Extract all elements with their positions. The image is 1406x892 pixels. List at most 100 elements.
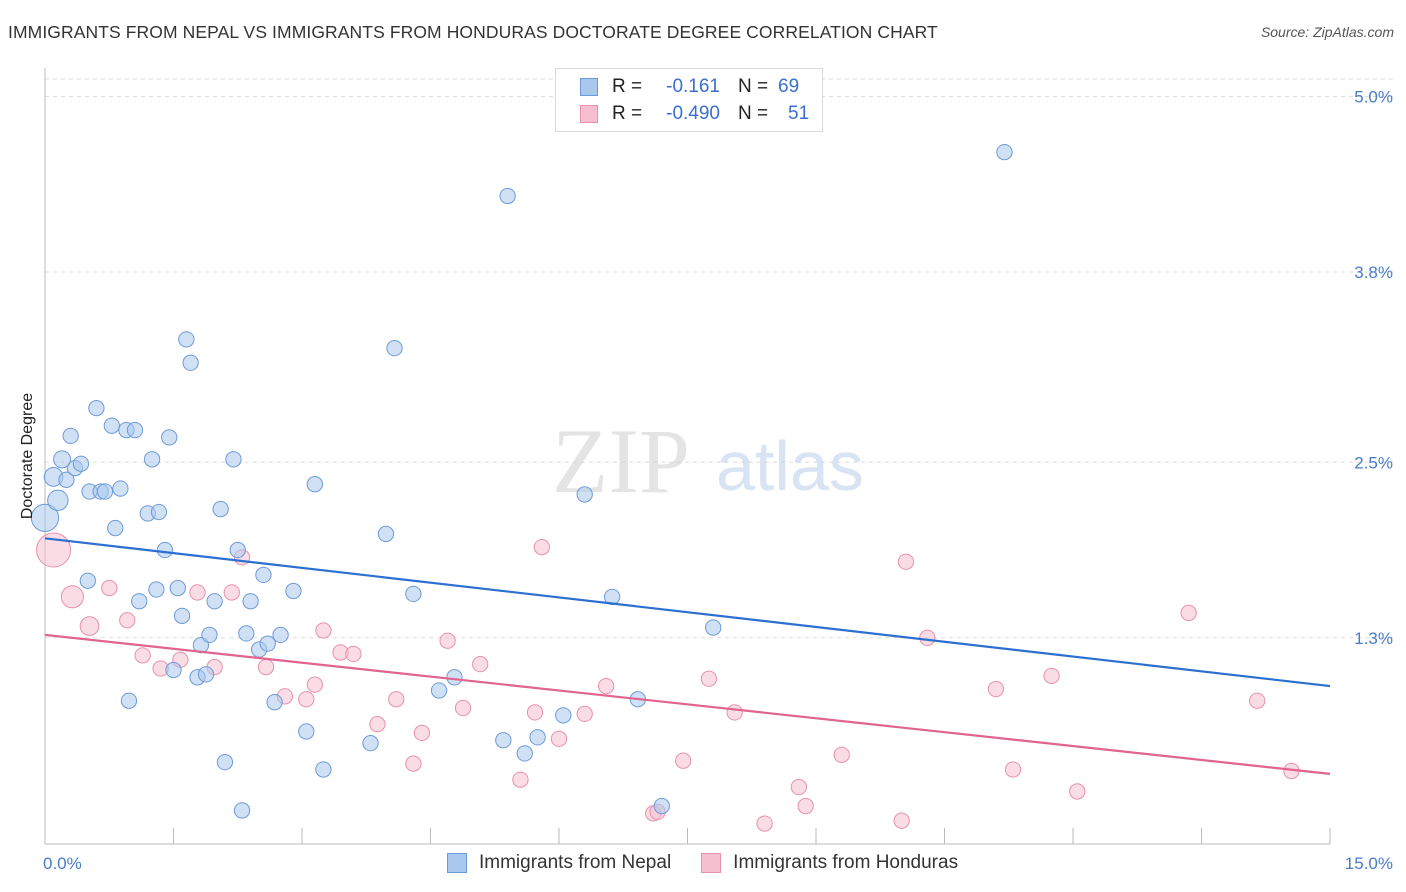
point-nepal (53, 450, 72, 469)
point-nepal (233, 802, 251, 819)
point-honduras (987, 680, 1005, 698)
point-nepal (242, 593, 259, 610)
point-nepal (72, 455, 90, 472)
legend-n-value-honduras: 51 (788, 103, 810, 124)
point-nepal (58, 471, 75, 488)
trend-lines (44, 537, 1331, 775)
y-tick-label: 3.8% (1354, 263, 1393, 282)
point-nepal (107, 519, 124, 537)
point-honduras (388, 691, 405, 708)
y-tick-label: 5.0% (1354, 88, 1393, 107)
point-honduras (833, 746, 850, 763)
legend-r-value-honduras: -0.490 (666, 103, 720, 124)
point-nepal (386, 339, 403, 357)
point-nepal (306, 476, 324, 493)
point-honduras (893, 812, 910, 829)
point-nepal (112, 480, 129, 497)
point-honduras (413, 724, 431, 742)
chart-title: IMMIGRANTS FROM NEPAL VS IMMIGRANTS FROM… (8, 22, 938, 42)
point-nepal (150, 503, 168, 521)
point-nepal (161, 429, 178, 446)
series-legend: Immigrants from Nepal Immigrants from Ho… (447, 852, 988, 874)
point-nepal (405, 585, 422, 603)
point-nepal (298, 723, 315, 740)
point-nepal (576, 486, 593, 503)
point-nepal (285, 582, 302, 600)
point-nepal (238, 625, 255, 642)
point-nepal (79, 572, 96, 589)
legend-swatch-honduras (580, 105, 598, 123)
point-nepal (705, 619, 722, 636)
point-nepal (88, 399, 105, 417)
point-nepal (30, 503, 60, 532)
source-label: Source: ZipAtlas.com (1260, 24, 1394, 40)
point-nepal (229, 541, 246, 559)
point-honduras (675, 752, 692, 769)
point-honduras (797, 797, 814, 815)
point-nepal (430, 682, 448, 699)
point-nepal (362, 734, 379, 752)
legend-swatch-nepal (447, 853, 467, 873)
trendline-honduras (44, 633, 1331, 775)
point-honduras (306, 676, 324, 693)
tick-labels: 1.3% 2.5% 3.8% 5.0% 0.0% 15.0% (43, 88, 1393, 874)
point-nepal (178, 331, 195, 348)
legend-row-nepal: R = -0.161 N = 69 (580, 74, 799, 100)
x-tick-label: 0.0% (43, 854, 82, 873)
point-honduras (60, 585, 84, 609)
stats-legend: R = -0.161 N = 69 R = -0.490 N = 51 (555, 68, 823, 132)
point-honduras (189, 584, 206, 601)
point-nepal (120, 692, 138, 709)
point-honduras (454, 699, 472, 717)
x-tick-label: 15.0% (1345, 854, 1393, 873)
point-nepal (446, 669, 463, 686)
point-honduras (897, 553, 915, 570)
point-nepal (201, 626, 218, 644)
point-nepal (555, 707, 572, 724)
legend-n-label: N = (738, 103, 769, 124)
point-nepal (259, 635, 276, 652)
point-honduras (1004, 761, 1022, 778)
point-honduras (439, 632, 456, 649)
point-nepal (377, 525, 395, 543)
point-nepal (197, 666, 215, 683)
point-nepal (516, 745, 533, 762)
point-honduras (1069, 783, 1086, 800)
point-nepal (499, 187, 516, 205)
point-nepal (103, 417, 120, 434)
point-nepal (272, 626, 289, 644)
point-honduras (1180, 604, 1197, 622)
point-honduras (576, 705, 593, 723)
point-honduras (550, 730, 568, 747)
point-nepal (96, 483, 114, 500)
point-honduras (345, 645, 362, 663)
point-nepal (143, 451, 161, 468)
legend-item-honduras[interactable]: Immigrants from Honduras (701, 852, 958, 874)
point-honduras (790, 778, 808, 796)
legend-r-label: R = (612, 76, 643, 97)
point-honduras (369, 715, 386, 733)
watermark-zip: ZIP (552, 410, 690, 512)
point-honduras (512, 771, 529, 788)
legend-item-nepal[interactable]: Immigrants from Nepal (447, 852, 671, 874)
watermark-atlas: atlas (716, 427, 864, 505)
point-honduras (101, 579, 118, 597)
point-honduras (756, 815, 773, 832)
point-nepal (206, 593, 223, 610)
point-honduras (919, 629, 936, 646)
point-nepal (131, 593, 148, 610)
legend-r-label: R = (612, 103, 643, 124)
point-honduras (119, 612, 136, 629)
point-nepal (47, 489, 69, 511)
y-tick-label: 2.5% (1354, 453, 1393, 472)
legend-swatch-honduras (701, 853, 722, 873)
point-honduras (472, 655, 489, 673)
legend-label-nepal: Immigrants from Nepal (479, 852, 672, 873)
point-nepal (62, 427, 79, 445)
point-honduras (223, 584, 240, 601)
point-nepal (216, 754, 234, 771)
y-axis-label: Doctorate Degree (19, 393, 36, 519)
series-nepal-points (30, 143, 1013, 819)
y-tick-label: 1.3% (1354, 629, 1393, 648)
point-nepal (996, 143, 1013, 161)
